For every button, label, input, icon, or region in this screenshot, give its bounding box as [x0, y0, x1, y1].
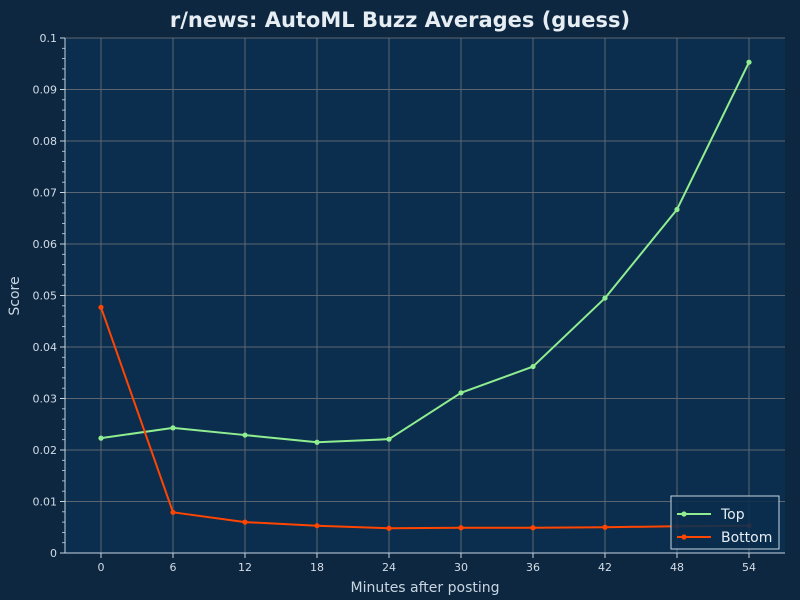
x-tick-label: 0: [98, 561, 105, 574]
data-point-top: [98, 435, 104, 441]
data-point-bottom: [98, 304, 104, 310]
y-tick-label: 0.01: [33, 496, 58, 509]
legend-swatch-marker: [681, 511, 687, 517]
data-point-bottom: [458, 525, 464, 531]
legend-label: Top: [720, 507, 745, 523]
data-point-bottom: [242, 519, 248, 525]
y-tick-label: 0.09: [33, 84, 58, 97]
data-point-top: [602, 295, 608, 301]
x-tick-label: 36: [526, 561, 540, 574]
data-point-bottom: [314, 523, 320, 529]
data-point-bottom: [170, 509, 176, 515]
data-point-bottom: [602, 524, 608, 530]
y-tick-label: 0.06: [33, 238, 58, 251]
axes: 0 6 12 18 24 30 36 42 48 54 0 0.01 0.02 0.03 0.04 0.05 0…: [33, 32, 785, 574]
data-point-top: [530, 363, 536, 370]
data-point-top: [746, 59, 752, 65]
y-tick-label: 0.03: [33, 393, 58, 406]
y-tick-label: 0.02: [33, 444, 58, 457]
data-point-top: [242, 432, 248, 438]
x-tick-label: 24: [382, 561, 396, 574]
y-tick-label: 0: [50, 547, 57, 560]
x-tick-label: 18: [310, 561, 324, 574]
series-line-bottom: [100, 307, 750, 530]
legend: Top Bottom: [670, 495, 780, 550]
y-axis-label: Score: [7, 276, 23, 315]
y-tick-label: 0.07: [33, 187, 58, 200]
x-tick-label: 30: [454, 561, 468, 574]
x-tick-label: 54: [742, 561, 756, 574]
data-point-top: [674, 206, 680, 213]
series-lines: [98, 59, 752, 531]
x-tick-label: 6: [170, 561, 177, 574]
data-point-top: [314, 439, 320, 445]
y-tick-label: 0.08: [33, 135, 58, 148]
data-point-bottom: [386, 525, 392, 531]
data-point-bottom: [530, 525, 536, 531]
series-top: [98, 59, 752, 445]
x-tick-label: 12: [238, 561, 252, 574]
y-tick-label: 0.1: [40, 32, 58, 45]
y-tick-label: 0.04: [33, 341, 58, 354]
legend-swatch-marker: [681, 534, 687, 540]
legend-box: [670, 495, 780, 550]
data-point-top: [458, 390, 464, 396]
x-tick-label: 48: [670, 561, 684, 574]
legend-label: Bottom: [721, 530, 772, 546]
y-tick-label: 0.05: [33, 290, 58, 303]
data-point-top: [170, 425, 176, 431]
chart-title: r/news: AutoML Buzz Averages (guess): [170, 8, 630, 32]
series-line-top: [100, 61, 750, 444]
x-tick-label: 42: [598, 561, 612, 574]
x-axis-label: Minutes after posting: [350, 580, 499, 596]
data-point-top: [386, 436, 392, 442]
